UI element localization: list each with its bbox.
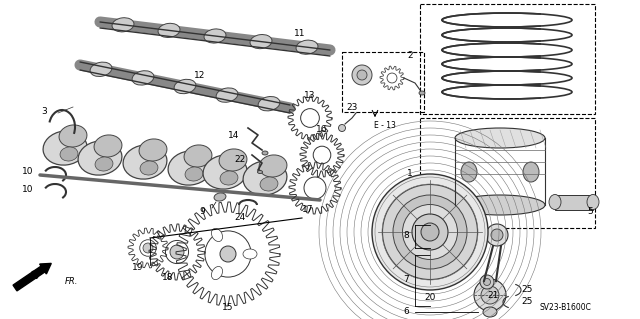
Ellipse shape (260, 177, 278, 191)
Text: 16: 16 (316, 125, 328, 135)
Ellipse shape (587, 195, 599, 210)
Ellipse shape (339, 124, 346, 131)
Ellipse shape (60, 147, 78, 161)
Ellipse shape (412, 214, 448, 250)
Ellipse shape (112, 18, 134, 32)
Ellipse shape (174, 79, 196, 94)
Ellipse shape (480, 275, 494, 289)
Ellipse shape (403, 204, 458, 259)
Ellipse shape (158, 23, 180, 37)
Ellipse shape (455, 195, 545, 215)
Text: 21: 21 (487, 291, 499, 300)
Text: 8: 8 (403, 232, 409, 241)
Ellipse shape (216, 88, 238, 102)
Ellipse shape (243, 161, 287, 195)
Text: 17: 17 (302, 205, 314, 214)
Ellipse shape (352, 65, 372, 85)
Ellipse shape (95, 157, 113, 171)
Text: 19: 19 (132, 263, 144, 272)
Ellipse shape (483, 278, 490, 286)
Ellipse shape (257, 170, 262, 174)
Ellipse shape (259, 155, 287, 177)
Ellipse shape (43, 131, 87, 165)
Ellipse shape (421, 223, 439, 241)
FancyArrow shape (13, 263, 51, 291)
Ellipse shape (455, 128, 545, 148)
Text: 25: 25 (522, 286, 532, 294)
Ellipse shape (220, 171, 238, 185)
Text: 13: 13 (304, 92, 316, 100)
Ellipse shape (296, 40, 318, 54)
Ellipse shape (211, 266, 223, 280)
Ellipse shape (258, 97, 280, 111)
Ellipse shape (461, 162, 477, 182)
Text: 14: 14 (228, 130, 240, 139)
Text: 10: 10 (22, 186, 34, 195)
Bar (342, 52, 424, 112)
Ellipse shape (419, 91, 425, 95)
Text: 23: 23 (346, 103, 358, 113)
Ellipse shape (90, 62, 112, 77)
Ellipse shape (94, 135, 122, 157)
Ellipse shape (523, 162, 539, 182)
Ellipse shape (143, 243, 153, 253)
Ellipse shape (170, 245, 184, 259)
Ellipse shape (474, 279, 506, 311)
Ellipse shape (78, 141, 122, 175)
Ellipse shape (123, 145, 167, 179)
Ellipse shape (372, 174, 488, 290)
Text: 2: 2 (407, 50, 413, 60)
Ellipse shape (219, 149, 247, 171)
Ellipse shape (491, 229, 503, 241)
Text: 11: 11 (294, 29, 306, 39)
Ellipse shape (262, 151, 268, 155)
Bar (420, 4, 595, 114)
Text: 1: 1 (407, 168, 413, 177)
Ellipse shape (393, 195, 467, 269)
Ellipse shape (203, 155, 247, 189)
Ellipse shape (486, 224, 508, 246)
Text: 25: 25 (522, 298, 532, 307)
Text: 15: 15 (222, 303, 234, 313)
Ellipse shape (383, 184, 477, 279)
Bar (555, 195, 593, 210)
Ellipse shape (139, 139, 167, 161)
Ellipse shape (250, 34, 272, 49)
Text: 10: 10 (22, 167, 34, 176)
Ellipse shape (204, 29, 226, 43)
Text: E - 13: E - 13 (374, 121, 396, 130)
Ellipse shape (481, 286, 499, 304)
Ellipse shape (185, 167, 203, 181)
Ellipse shape (549, 195, 561, 210)
Text: 22: 22 (234, 155, 246, 165)
Text: 12: 12 (195, 70, 205, 79)
Text: FR.: FR. (65, 278, 78, 286)
Ellipse shape (168, 151, 212, 185)
Ellipse shape (211, 228, 223, 241)
Text: 20: 20 (424, 293, 436, 302)
Ellipse shape (214, 193, 226, 201)
Text: 6: 6 (403, 308, 409, 316)
Ellipse shape (140, 161, 158, 175)
Ellipse shape (59, 125, 87, 147)
Ellipse shape (243, 249, 257, 259)
Text: 7: 7 (403, 276, 409, 285)
Text: 9: 9 (199, 207, 205, 217)
Ellipse shape (220, 246, 236, 262)
Text: 18: 18 (163, 273, 173, 283)
Text: 5: 5 (587, 207, 593, 217)
Ellipse shape (483, 307, 497, 317)
Ellipse shape (357, 70, 367, 80)
Text: 3: 3 (41, 108, 47, 116)
Ellipse shape (132, 71, 154, 85)
Bar (420, 118, 595, 228)
Text: 24: 24 (234, 213, 246, 222)
Text: SV23-B1600C: SV23-B1600C (539, 303, 591, 313)
Ellipse shape (184, 145, 212, 167)
